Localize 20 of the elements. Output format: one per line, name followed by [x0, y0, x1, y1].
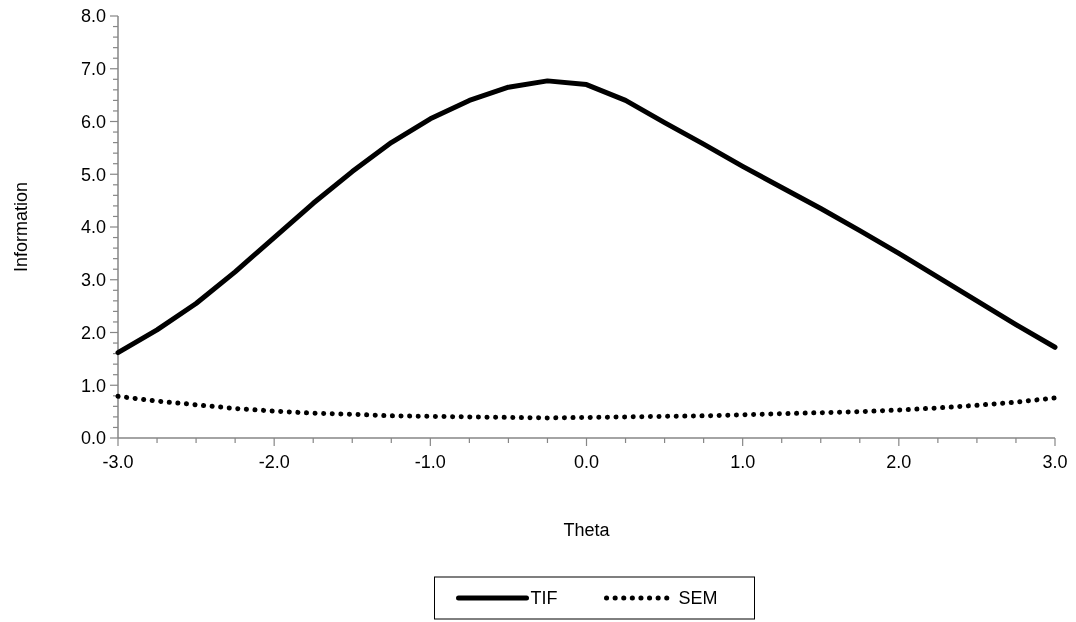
x-tick-label: 1.0 [730, 452, 756, 472]
x-tick-label: 2.0 [886, 452, 912, 472]
x-tick-label: -2.0 [258, 452, 290, 472]
y-tick-label: 8.0 [80, 6, 106, 27]
legend-label: SEM [678, 588, 718, 609]
y-tick-label: 4.0 [80, 217, 106, 238]
y-tick-label: 0.0 [80, 428, 106, 449]
y-tick-label: 3.0 [80, 270, 106, 291]
y-axis-title: Information [11, 181, 31, 273]
x-tick-label: -3.0 [102, 452, 134, 472]
y-tick-label: 1.0 [80, 375, 106, 396]
x-tick-label: 3.0 [1042, 452, 1068, 472]
y-tick-label: 7.0 [80, 59, 106, 80]
y-tick-label: 2.0 [80, 322, 106, 343]
y-tick-label: 6.0 [80, 111, 106, 132]
x-tick-label: 0.0 [573, 452, 600, 472]
y-tick-label: 5.0 [80, 164, 106, 185]
x-axis-title: Theta [563, 520, 611, 540]
x-tick-label: -1.0 [414, 452, 446, 472]
legend-label: TIF [530, 588, 558, 609]
